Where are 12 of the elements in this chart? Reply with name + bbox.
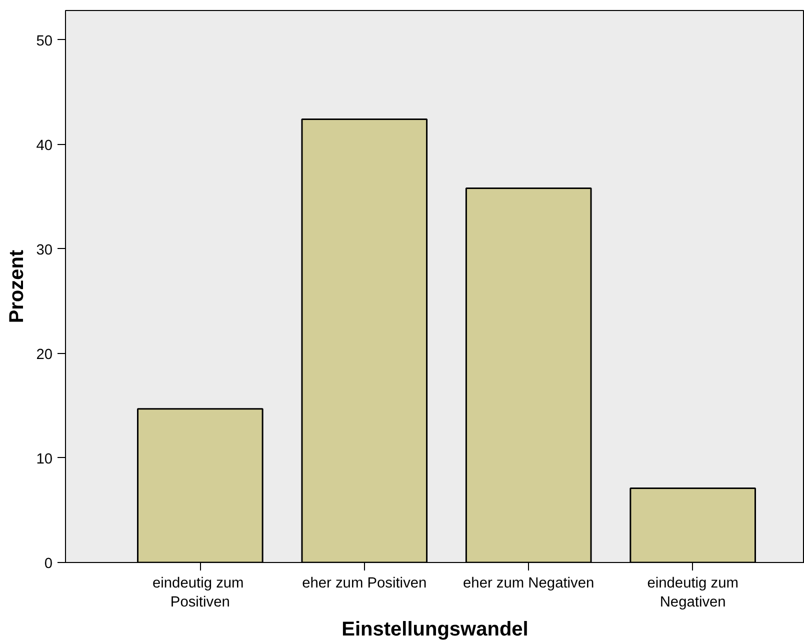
y-tick-label: 0 xyxy=(44,556,53,572)
y-axis-title: Prozent xyxy=(6,249,28,324)
x-axis-title: Einstellungswandel xyxy=(342,618,528,641)
x-tick-label: eher zum Negativen xyxy=(463,576,594,592)
y-tick-label: 50 xyxy=(36,33,53,50)
x-tick-label: eindeutig zum Positiven xyxy=(152,576,244,611)
y-tick-label: 30 xyxy=(36,242,53,258)
y-tick-label: 10 xyxy=(36,451,53,468)
x-tick-label: eindeutig zum Negativen xyxy=(647,576,738,611)
x-tick-label: eher zum Positiven xyxy=(302,576,427,592)
y-tick-label: 20 xyxy=(36,346,53,363)
y-tick-label: 40 xyxy=(36,138,53,154)
